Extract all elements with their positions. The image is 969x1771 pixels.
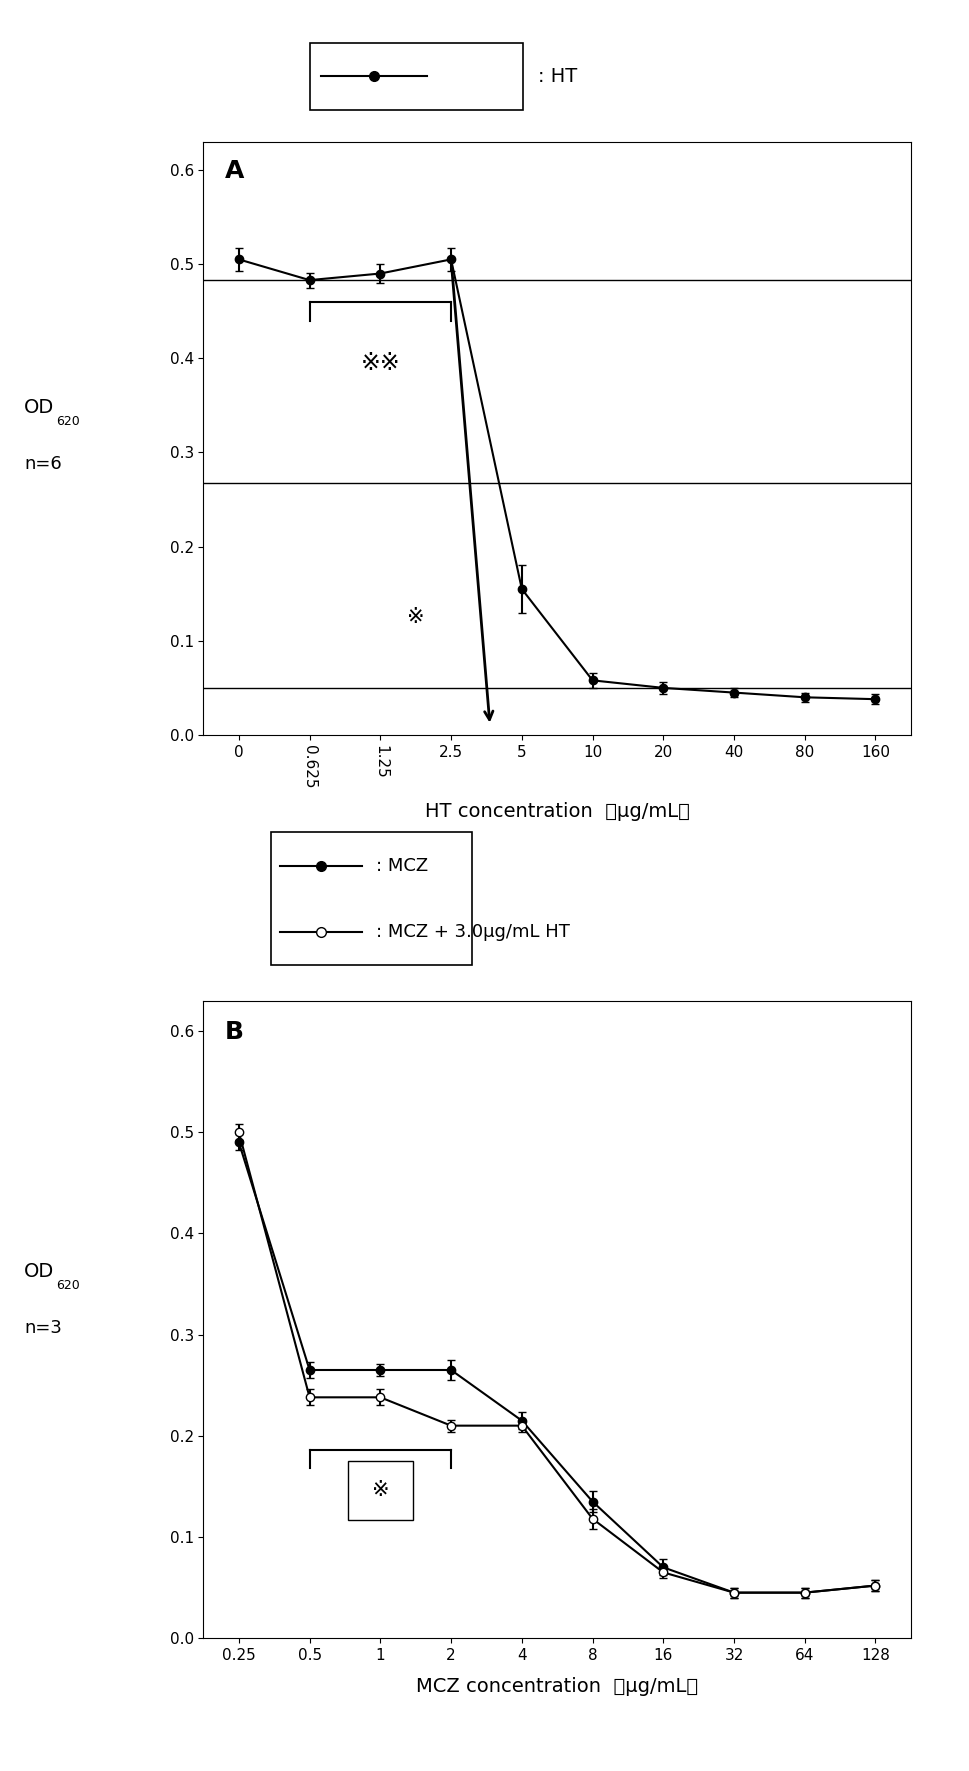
Text: B: B <box>225 1020 244 1043</box>
X-axis label: HT concentration  （μg/mL）: HT concentration （μg/mL） <box>424 802 690 822</box>
FancyBboxPatch shape <box>271 832 472 965</box>
Text: OD: OD <box>24 398 54 416</box>
Text: ※: ※ <box>407 607 424 627</box>
FancyBboxPatch shape <box>310 43 523 110</box>
Text: 620: 620 <box>56 1279 80 1293</box>
Text: n=6: n=6 <box>24 455 62 473</box>
Text: ※※: ※※ <box>360 351 400 375</box>
Text: A: A <box>225 159 244 184</box>
FancyBboxPatch shape <box>348 1461 413 1520</box>
Text: n=3: n=3 <box>24 1319 62 1337</box>
Text: ※: ※ <box>371 1481 390 1500</box>
Text: : MCZ + 3.0μg/mL HT: : MCZ + 3.0μg/mL HT <box>376 923 570 940</box>
X-axis label: MCZ concentration  （μg/mL）: MCZ concentration （μg/mL） <box>416 1677 699 1697</box>
Text: : HT: : HT <box>538 67 578 85</box>
Text: : MCZ: : MCZ <box>376 857 428 875</box>
Text: 620: 620 <box>56 414 80 429</box>
Text: OD: OD <box>24 1263 54 1280</box>
